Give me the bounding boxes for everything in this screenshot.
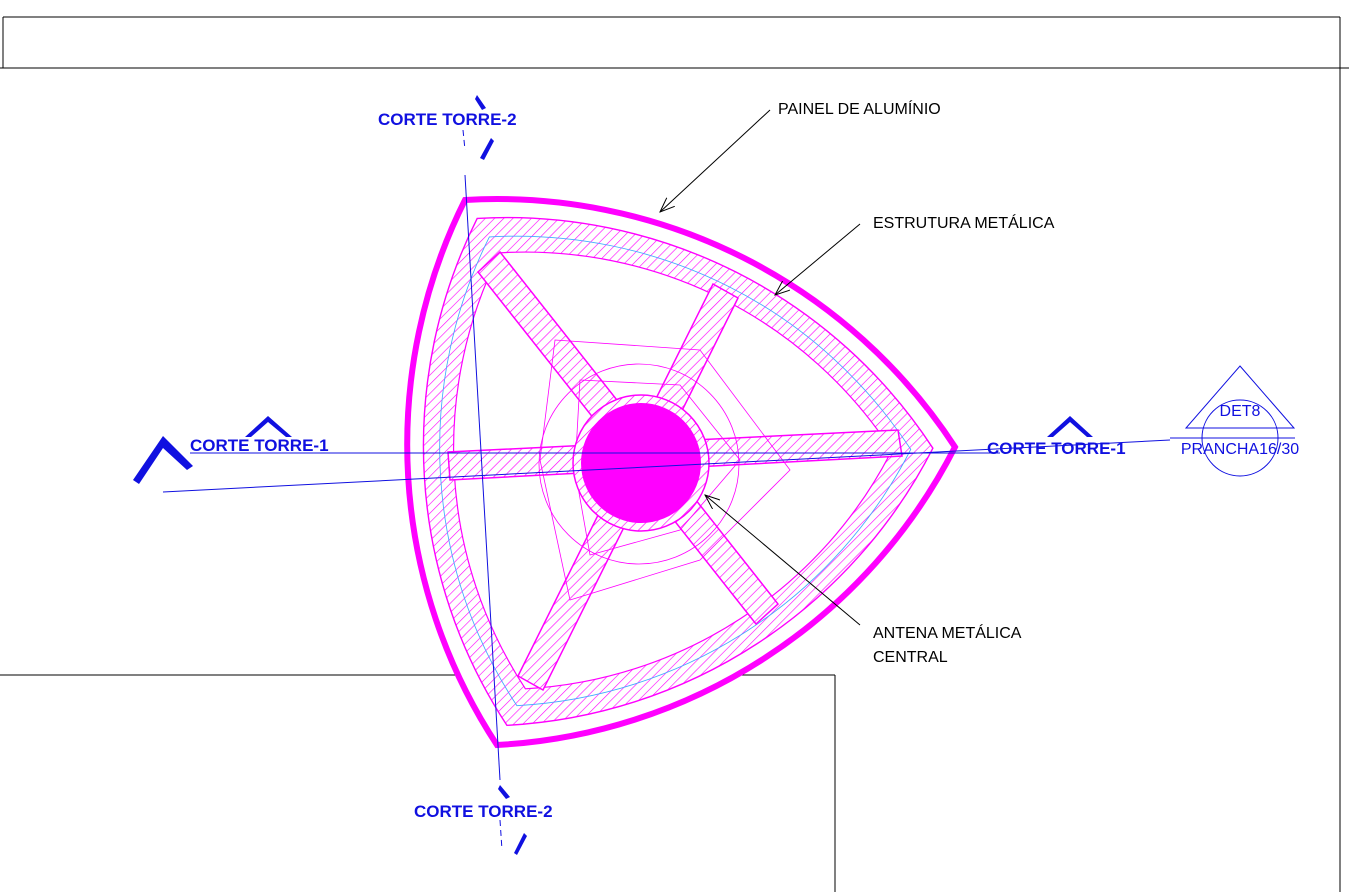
section-label: CORTE TORRE-1	[190, 436, 329, 455]
label: CENTRAL	[873, 649, 948, 666]
page: CORTE TORRE-2 CORTE TORRE-2 CORTE TORRE-…	[0, 0, 1349, 892]
detail-tag	[1170, 366, 1295, 476]
drawing: CORTE TORRE-2 CORTE TORRE-2 CORTE TORRE-…	[0, 0, 1349, 892]
section-label: CORTE TORRE-2	[414, 802, 553, 821]
label: ANTENA METÁLICA	[873, 623, 1022, 642]
section-label: CORTE TORRE-1	[987, 439, 1126, 458]
label: ESTRUTURA METÁLICA	[873, 213, 1055, 232]
detail-sheet: PRANCHA16/30	[1181, 441, 1299, 458]
detail-id: DET8	[1220, 403, 1261, 420]
section-label: CORTE TORRE-2	[378, 110, 517, 129]
label: PAINEL DE ALUMÍNIO	[778, 99, 941, 118]
